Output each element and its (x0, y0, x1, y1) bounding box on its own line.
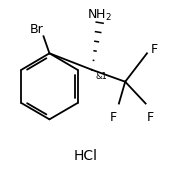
Text: Br: Br (30, 23, 44, 36)
Text: &1: &1 (95, 72, 107, 81)
Text: F: F (110, 111, 117, 124)
Text: F: F (151, 43, 158, 56)
Text: F: F (147, 111, 154, 124)
Text: HCl: HCl (73, 149, 97, 163)
Text: NH$_2$: NH$_2$ (87, 8, 112, 23)
